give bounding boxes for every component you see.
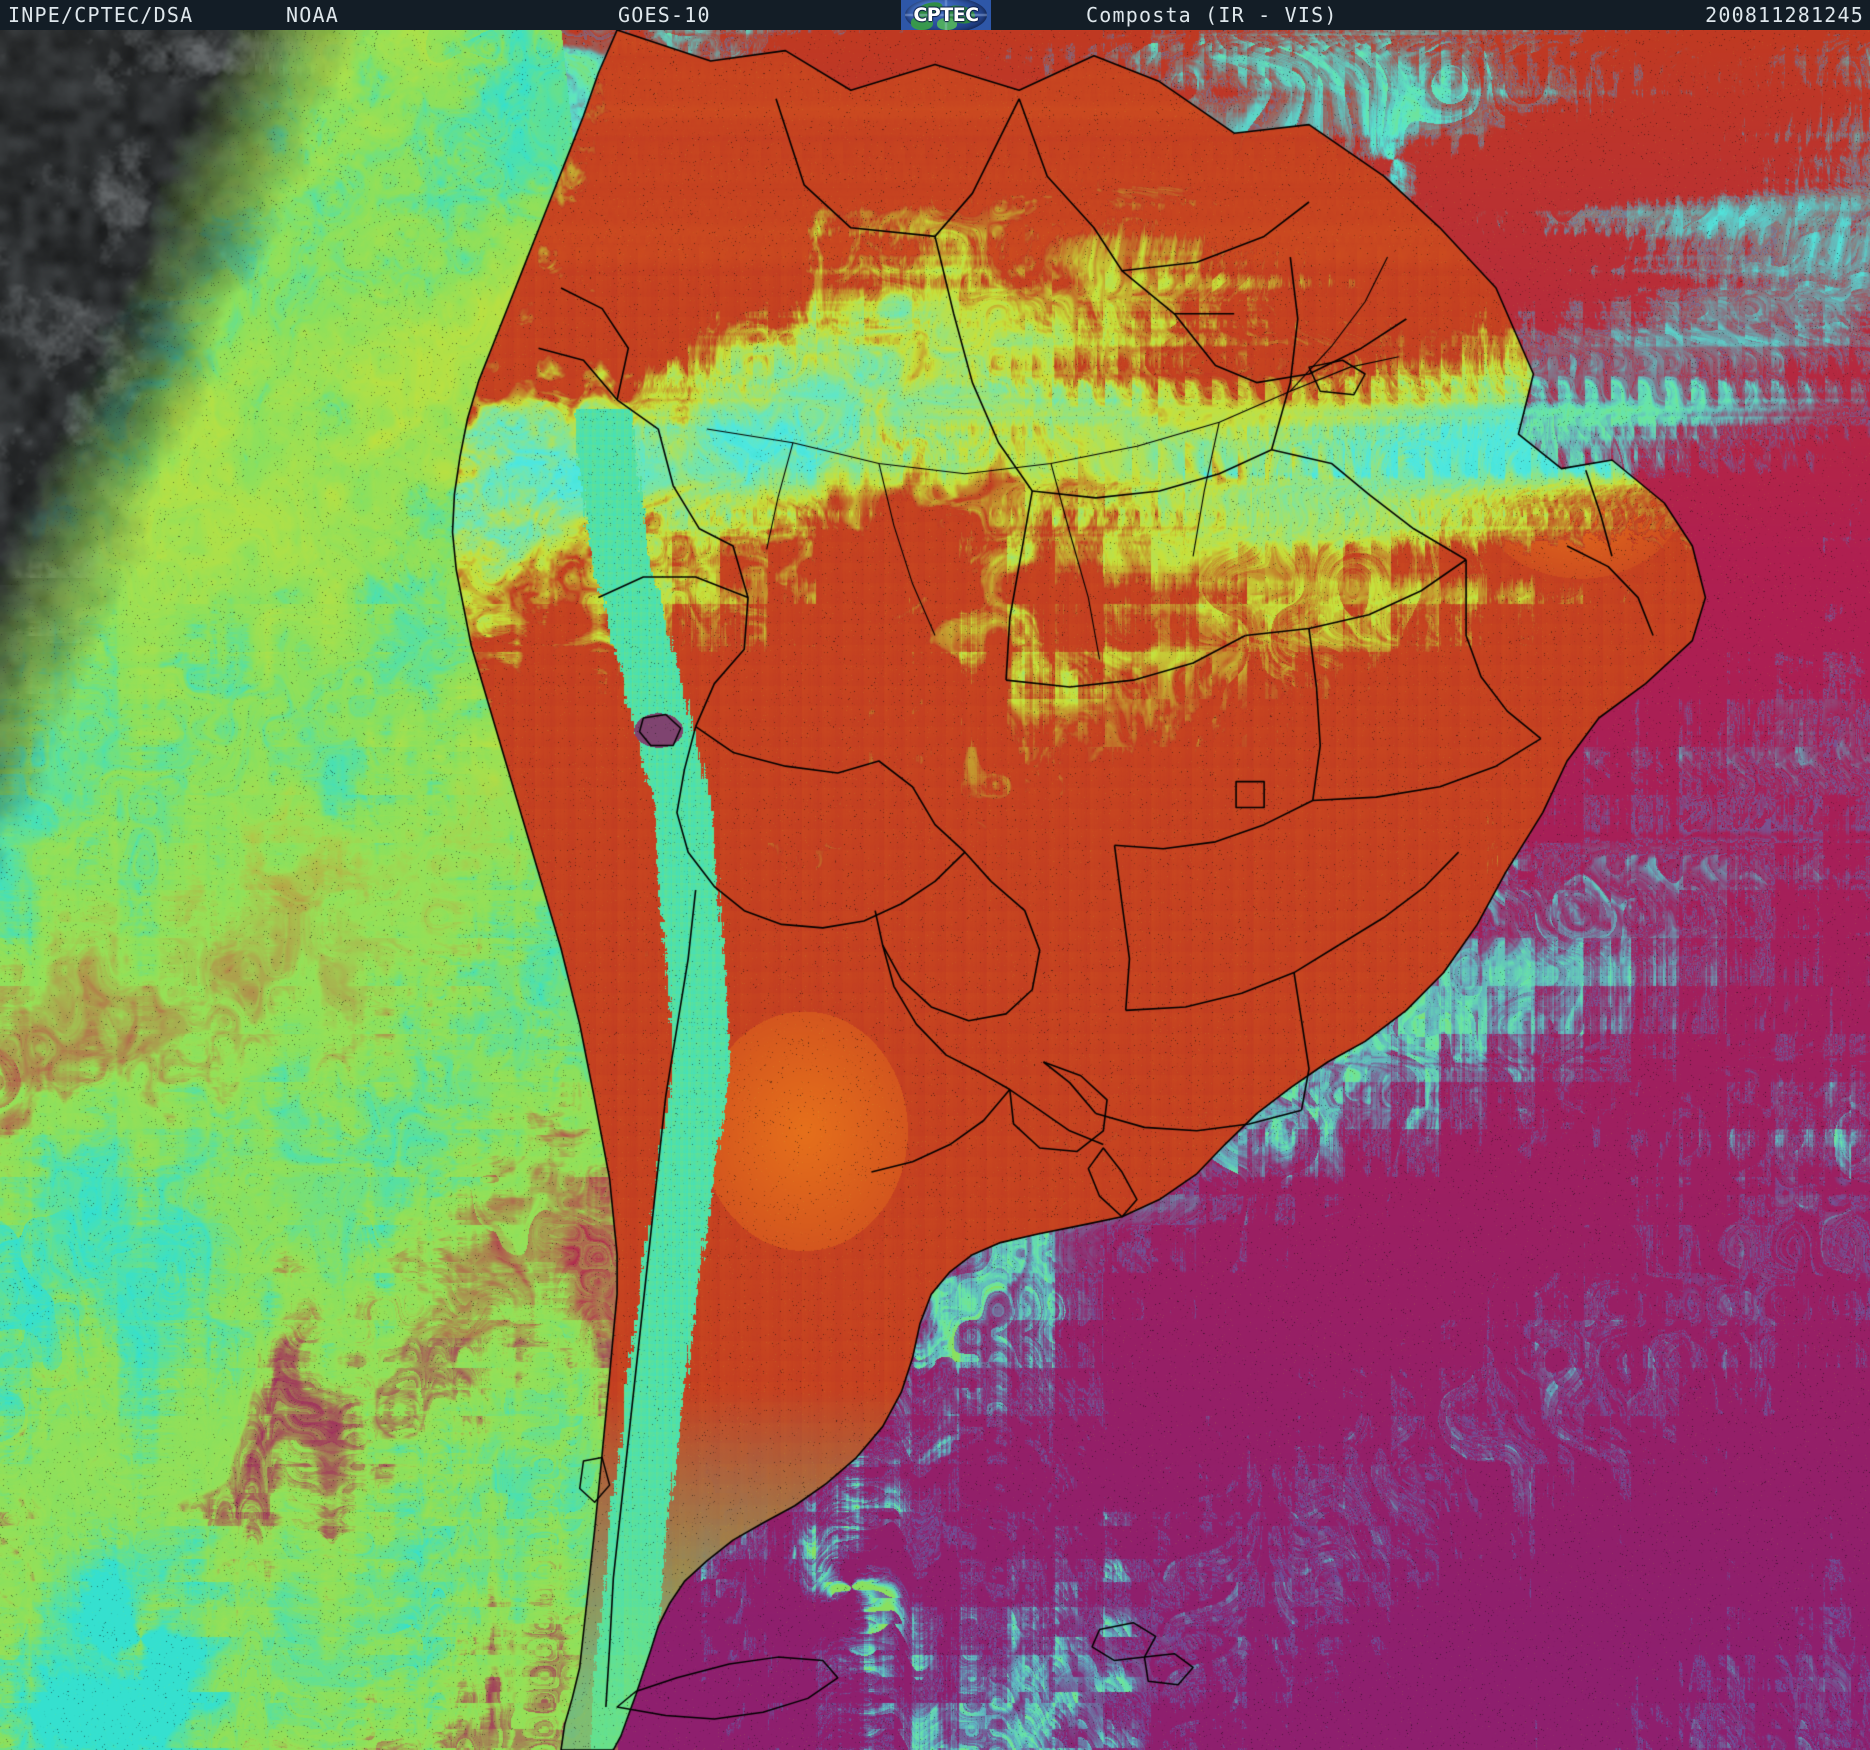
- header-source-label: NOAA: [286, 3, 339, 27]
- header-agency-label: INPE/CPTEC/DSA: [8, 3, 194, 27]
- cptec-logo: CPTEC: [901, 0, 991, 30]
- satellite-image-canvas: [0, 30, 1870, 1750]
- header-timestamp: 200811281245: [1705, 3, 1864, 27]
- cptec-logo-text: CPTEC: [913, 4, 979, 26]
- globe-landmass: [911, 16, 933, 30]
- header-satellite-label: GOES-10: [618, 3, 711, 27]
- image-header-bar: INPE/CPTEC/DSA NOAA GOES-10 CPTEC Compos…: [0, 0, 1870, 30]
- globe-landmass: [937, 18, 957, 30]
- globe-graticule: [905, 0, 987, 30]
- header-product-label: Composta (IR - VIS): [1086, 3, 1338, 27]
- satellite-image: [0, 30, 1870, 1750]
